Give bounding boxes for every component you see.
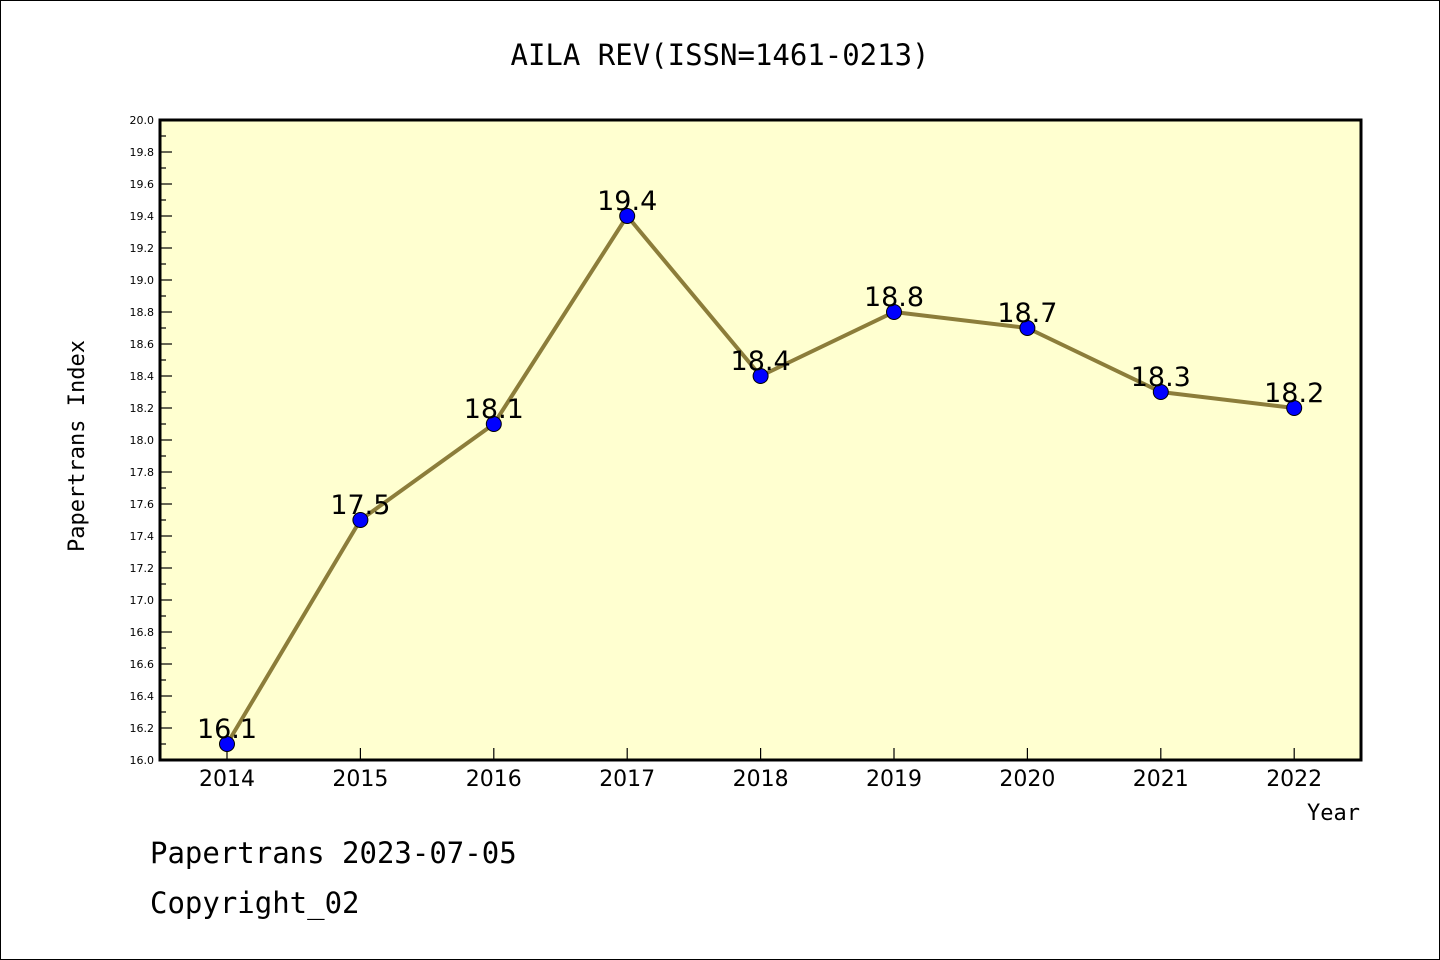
data-point	[352, 512, 369, 528]
y-tick-label: 17.6	[130, 498, 155, 511]
x-tick-label: 2017	[599, 767, 655, 792]
footer-copyright: Copyright_02	[150, 886, 360, 920]
data-point	[886, 304, 902, 320]
data-point	[1286, 400, 1303, 416]
y-tick-label: 16.2	[130, 722, 155, 735]
data-point	[1019, 320, 1036, 336]
x-tick-label: 2016	[466, 767, 522, 792]
y-tick-label: 16.4	[130, 690, 155, 703]
x-tick-label: 2014	[199, 767, 255, 792]
x-tick-label: 2022	[1266, 767, 1322, 792]
y-tick-label: 17.4	[130, 530, 155, 543]
data-label: 18.2	[1264, 378, 1324, 409]
y-tick-label: 16.6	[130, 658, 155, 671]
x-tick-label: 2020	[999, 767, 1055, 792]
data-point	[752, 368, 769, 384]
y-tick-label: 18.0	[130, 434, 155, 447]
data-label: 19.4	[597, 186, 657, 217]
y-tick-label: 20.0	[130, 114, 155, 127]
y-tick-label: 18.4	[130, 370, 155, 383]
data-point	[619, 208, 636, 224]
y-tick-label: 19.2	[130, 242, 155, 255]
data-point	[219, 736, 235, 752]
y-tick-label: 17.2	[130, 562, 155, 575]
y-tick-label: 19.4	[130, 210, 155, 223]
x-axis-label: Year	[1307, 801, 1360, 826]
x-tick-label: 2018	[733, 767, 789, 792]
data-point	[485, 416, 502, 432]
data-label: 18.3	[1131, 362, 1191, 393]
y-tick-label: 19.8	[130, 146, 155, 159]
data-label: 18.8	[864, 282, 924, 313]
y-tick-label: 16.0	[130, 754, 155, 767]
data-label: 18.7	[997, 298, 1057, 329]
x-tick-label: 2021	[1133, 767, 1189, 792]
data-points	[219, 208, 1303, 752]
y-tick-label: 16.8	[130, 626, 155, 639]
data-point	[1152, 384, 1169, 400]
y-tick-label: 19.6	[130, 178, 155, 191]
data-label: 16.1	[197, 714, 257, 745]
y-tick-label: 18.8	[130, 306, 155, 319]
data-label: 18.4	[731, 346, 791, 377]
plot-area	[160, 120, 1361, 760]
chart-title: AILA REV(ISSN=1461-0213)	[510, 38, 930, 72]
y-tick-label: 17.8	[130, 466, 155, 479]
plot-border	[158, 118, 1363, 762]
y-tick-label: 18.6	[130, 338, 155, 351]
data-label: 17.5	[330, 490, 390, 521]
x-tick-label: 2019	[866, 767, 922, 792]
y-tick-label: 19.0	[130, 274, 155, 287]
x-axis: 2014 2015 2016 2017 2018 2019 2020 2021 2022	[199, 748, 1322, 792]
data-label: 18.1	[464, 394, 524, 425]
y-axis-label: Papertrans Index	[65, 340, 90, 552]
footer-date: Papertrans 2023-07-05	[150, 836, 517, 870]
y-tick-label: 17.0	[130, 594, 155, 607]
y-tick-label: 18.2	[130, 402, 155, 415]
x-tick-label: 2015	[332, 767, 388, 792]
y-axis: 16.0 16.2 16.4 16.6 16.8 17.0 17.2 17.4 17.6 17.8…	[130, 114, 172, 767]
data-labels: 16.1 17.5 18.1 19.4 18.4 18.8 18.7 18.3 18.2	[197, 186, 1324, 745]
